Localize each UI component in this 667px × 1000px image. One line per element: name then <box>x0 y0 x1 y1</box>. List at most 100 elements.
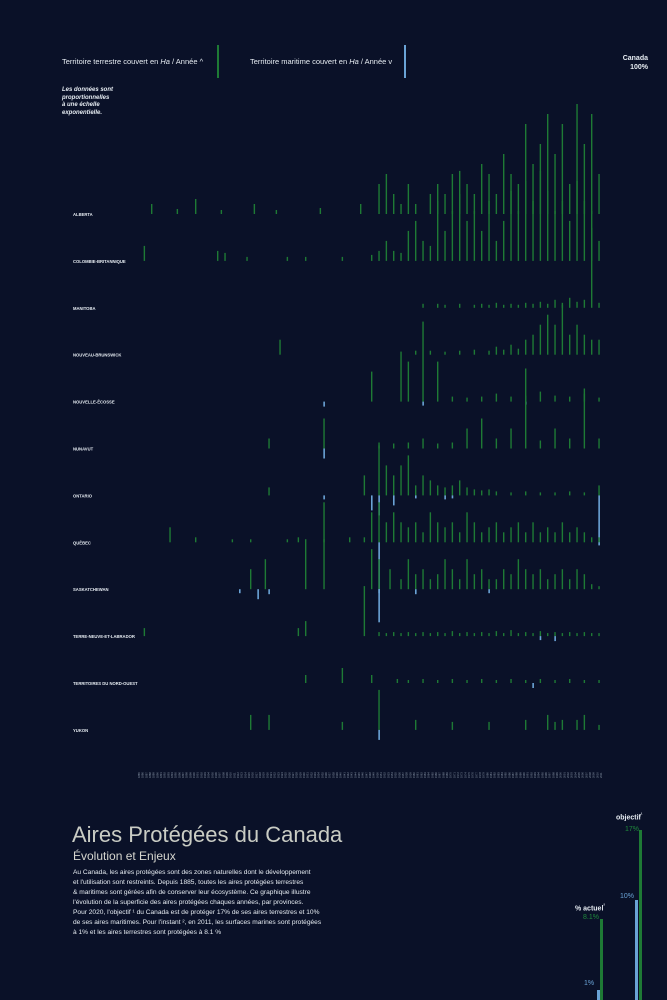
land-bar <box>451 569 454 590</box>
land-bar <box>429 579 432 590</box>
land-bar <box>583 680 586 683</box>
row-label: TERRE-NEUVE-ET-LABRADOR <box>73 634 135 639</box>
land-bar <box>561 124 564 214</box>
year-tick-label: 1926 <box>287 772 291 778</box>
year-tick-label: 1903 <box>203 772 207 778</box>
year-tick-label: 1980 <box>485 772 489 778</box>
year-tick-label: 2010 <box>595 772 599 778</box>
land-bar <box>598 724 600 730</box>
land-bar <box>591 339 593 355</box>
land-bar <box>400 351 402 402</box>
land-bar <box>341 721 344 730</box>
year-tick-label: 1955 <box>394 772 398 778</box>
land-bar <box>437 680 439 683</box>
land-bar <box>517 210 520 261</box>
land-bar <box>503 633 505 637</box>
land-bar <box>349 537 351 543</box>
land-bar <box>459 303 461 308</box>
land-bar <box>539 631 542 637</box>
land-bar <box>510 303 512 308</box>
land-bar <box>591 114 593 214</box>
year-tick-label: 1985 <box>504 772 508 778</box>
land-bar <box>561 719 564 730</box>
year-tick-label: 1894 <box>170 772 174 778</box>
land-bar <box>444 351 446 355</box>
land-bar <box>525 680 527 683</box>
land-bar <box>378 184 380 214</box>
year-tick-label: 1913 <box>240 772 244 778</box>
land-bar <box>407 442 410 449</box>
land-bar <box>547 114 549 214</box>
legend-sea-swatch <box>404 45 406 78</box>
land-bar <box>195 199 197 214</box>
year-tick-label: 1914 <box>243 772 247 778</box>
land-bar <box>429 512 432 543</box>
land-bar <box>415 350 417 355</box>
land-bar <box>429 480 432 496</box>
year-tick-label: 1992 <box>529 772 533 778</box>
land-bar <box>569 184 571 214</box>
land-bar <box>554 428 556 449</box>
year-tick-label: 1942 <box>346 772 350 778</box>
canada-label: Canada 100% <box>623 55 648 72</box>
land-bar <box>422 569 424 590</box>
land-bar <box>503 304 505 308</box>
year-tick-label: 1929 <box>298 772 302 778</box>
land-bar <box>503 532 505 543</box>
land-bar <box>415 633 417 637</box>
land-bar <box>569 396 571 402</box>
sea-bar <box>371 495 373 511</box>
year-tick-label: 2008 <box>588 772 592 778</box>
year-tick-label: 1965 <box>430 772 434 778</box>
land-bar <box>429 194 432 214</box>
land-bar <box>488 721 490 730</box>
land-bar <box>451 174 454 214</box>
year-tick-label: 1927 <box>291 772 295 778</box>
land-bar <box>466 428 468 449</box>
land-bar <box>437 361 439 402</box>
land-bar <box>268 438 270 449</box>
land-bar <box>385 522 388 543</box>
year-tick-label: 1921 <box>269 772 273 778</box>
year-tick-label: 1899 <box>188 772 192 778</box>
year-tick-label: 1928 <box>295 772 299 778</box>
land-bar <box>576 324 578 355</box>
land-bar <box>393 194 395 214</box>
land-bar <box>481 569 483 590</box>
land-bar <box>547 190 549 261</box>
land-bar <box>323 539 325 590</box>
year-tick-label: 1969 <box>445 772 449 778</box>
land-bar <box>569 579 571 590</box>
goal-sea-value: 10% <box>620 893 635 900</box>
land-bar <box>481 396 483 402</box>
year-tick-label: 1896 <box>177 772 181 778</box>
year-tick-label: 1999 <box>555 772 559 778</box>
legend-land-prefix: Territoire terrestre couvert en <box>62 57 161 66</box>
sea-bar <box>239 589 241 594</box>
year-tick-label: 1974 <box>463 772 467 778</box>
land-bar <box>393 475 395 496</box>
land-bar <box>393 250 395 261</box>
land-bar <box>554 632 556 637</box>
canada-name: Canada <box>622 55 648 62</box>
year-tick-label: 1944 <box>353 772 357 778</box>
land-bar <box>547 714 549 730</box>
year-tick-label: 1915 <box>247 772 251 778</box>
land-bar <box>400 465 402 496</box>
land-bar <box>473 522 476 543</box>
sea-bar <box>554 636 556 642</box>
year-tick-label: 1961 <box>416 772 420 778</box>
land-bar <box>561 522 564 543</box>
year-tick-label: 1922 <box>273 772 277 778</box>
land-bar <box>422 438 424 449</box>
year-tick-label: 1919 <box>262 772 266 778</box>
land-bar <box>554 210 556 261</box>
land-bar <box>598 339 600 355</box>
sea-bar <box>444 495 446 500</box>
year-tick-label: 2007 <box>584 772 588 778</box>
row-label: MANITOBA <box>73 306 96 311</box>
sea-bar <box>378 589 380 594</box>
legend-sea-unit: Ha <box>349 57 359 66</box>
year-tick-label: 1952 <box>383 772 387 778</box>
year-tick-label: 1897 <box>181 772 185 778</box>
